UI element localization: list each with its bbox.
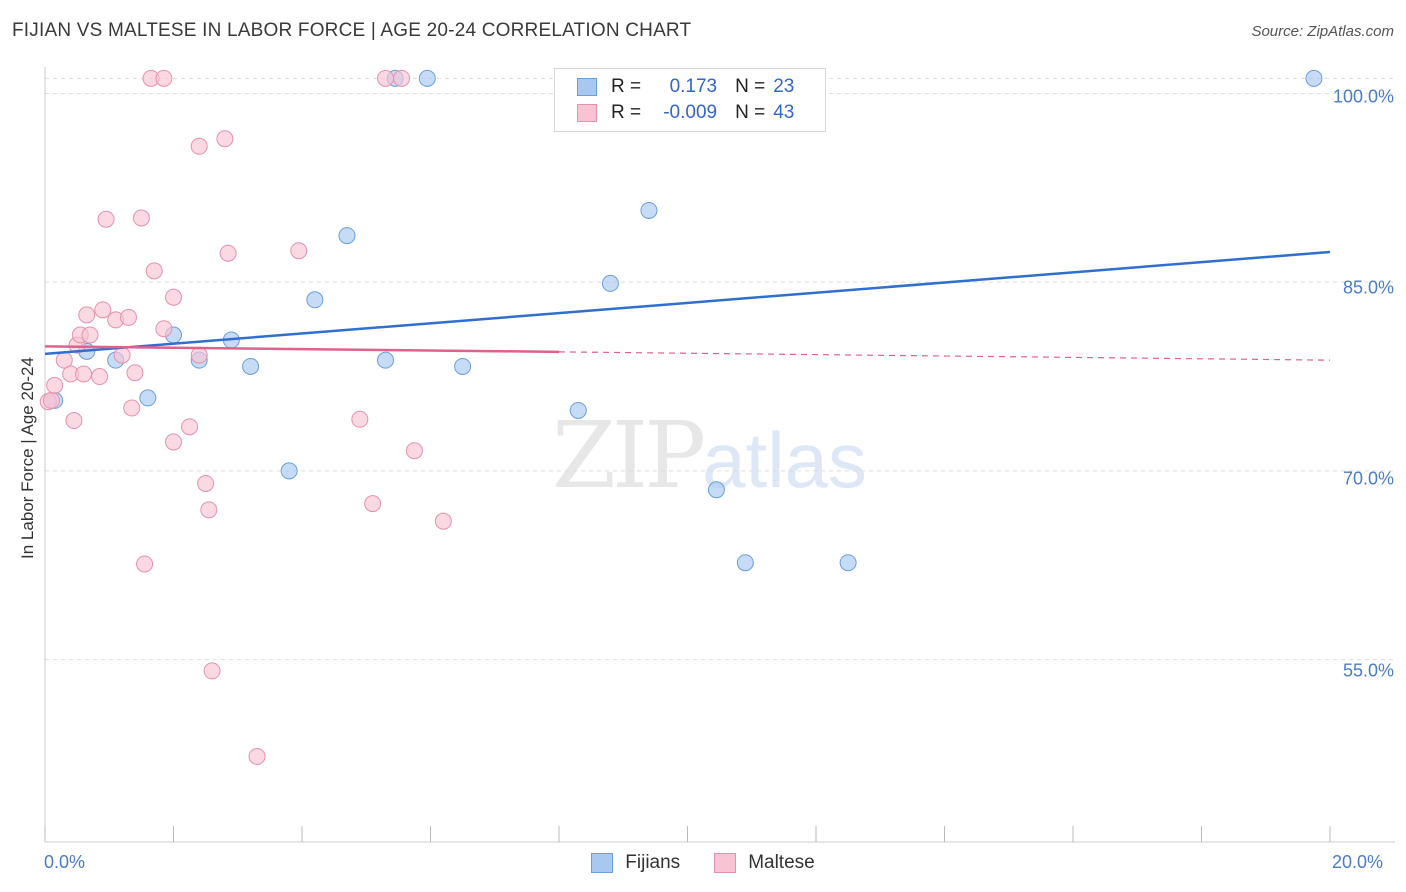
point-maltese (155, 69, 173, 87)
stats-legend: R = 0.173 N = 23 R = -0.009 N = 43 (554, 68, 826, 132)
x-tick-label-max: 20.0% (1332, 852, 1384, 872)
legend-row-fijians: R = 0.173 N = 23 (577, 74, 794, 100)
legend-swatch-maltese (577, 104, 597, 122)
y-tick-label-55: 55.0% (1342, 660, 1394, 681)
point-maltese (197, 474, 215, 492)
legend-n-label: N = (735, 76, 766, 97)
point-maltese (65, 412, 83, 430)
point-maltese (290, 242, 308, 260)
point-maltese (190, 137, 208, 155)
y-tick-label-85: 85.0% (1342, 277, 1394, 298)
point-maltese (364, 495, 382, 513)
point-fijians (418, 69, 436, 87)
point-maltese (46, 376, 64, 394)
legend-item-fijians[interactable]: Fijians (591, 852, 680, 874)
legend-r-label: R = (611, 102, 642, 123)
trend-line-maltese (44, 345, 560, 354)
legend-swatch-maltese (714, 853, 737, 873)
point-maltese (200, 501, 218, 519)
point-fijians (839, 554, 857, 572)
point-fijians (377, 351, 395, 369)
point-maltese (81, 326, 99, 344)
point-fijians (640, 201, 658, 219)
point-maltese (434, 512, 452, 530)
series-legend: Fijians Maltese (0, 852, 1406, 874)
y-axis-label: In Labor Force | Age 20-24 (18, 357, 37, 559)
legend-label-fijians: Fijians (625, 852, 681, 873)
point-fijians (280, 462, 298, 480)
legend-n-value: 23 (773, 76, 795, 97)
point-maltese (165, 433, 182, 451)
point-maltese (377, 69, 395, 87)
point-fijians (242, 357, 260, 375)
point-fijians (139, 389, 157, 407)
point-fijians (601, 274, 619, 292)
point-maltese (136, 555, 154, 573)
point-maltese (126, 364, 144, 382)
x-tick-label-min: 0.0% (44, 852, 86, 872)
point-maltese (113, 346, 131, 364)
point-maltese (351, 410, 369, 428)
point-maltese (248, 747, 266, 765)
chart-title: FIJIAN VS MALTESE IN LABOR FORCE | AGE 2… (12, 20, 692, 41)
point-maltese (75, 365, 93, 383)
legend-r-value: -0.009 (663, 102, 718, 123)
point-maltese (190, 346, 208, 364)
point-fijians (569, 401, 587, 419)
point-fijians (707, 481, 725, 499)
source-label: Source: ZipAtlas.com (1251, 23, 1394, 40)
point-maltese (181, 418, 199, 436)
point-maltese (97, 210, 115, 228)
point-maltese (405, 442, 423, 460)
trend-line-dashed-maltese (558, 351, 1331, 361)
legend-swatch-fijians (577, 78, 597, 96)
point-maltese (393, 69, 411, 87)
legend-item-maltese[interactable]: Maltese (714, 852, 815, 874)
legend-r-value: 0.173 (669, 76, 718, 97)
point-maltese (203, 662, 221, 680)
point-maltese (219, 244, 237, 262)
legend-label-maltese: Maltese (748, 852, 815, 873)
legend-row-maltese: R = -0.009 N = 43 (577, 100, 794, 126)
point-maltese (123, 399, 141, 417)
trend-lines (44, 250, 1331, 361)
watermark-zip: ZIP (552, 402, 706, 509)
point-maltese (78, 306, 96, 324)
y-tick-label-70: 70.0% (1342, 468, 1394, 489)
point-maltese (132, 209, 150, 227)
point-maltese (165, 288, 182, 306)
point-fijians (454, 357, 472, 375)
legend-n-label: N = (735, 102, 766, 123)
point-fijians (306, 291, 324, 309)
legend-n-value: 43 (773, 102, 795, 123)
point-fijians (338, 227, 356, 245)
point-fijians (736, 554, 754, 572)
watermark-atlas: atlas (702, 416, 867, 504)
y-tick-label-100: 100.0% (1332, 86, 1394, 107)
trend-line-fijians (44, 250, 1331, 356)
point-maltese (155, 320, 173, 338)
point-maltese (42, 391, 60, 409)
axes (44, 67, 1395, 843)
data-points (39, 69, 1323, 765)
watermark: ZIPatlas (552, 402, 867, 509)
point-maltese (216, 130, 234, 148)
legend-swatch-fijians (591, 853, 614, 873)
point-maltese (94, 301, 112, 319)
point-fijians (1305, 69, 1323, 87)
legend-r-label: R = (611, 76, 642, 97)
point-maltese (145, 262, 163, 280)
point-maltese (120, 308, 138, 326)
point-maltese (91, 368, 109, 386)
